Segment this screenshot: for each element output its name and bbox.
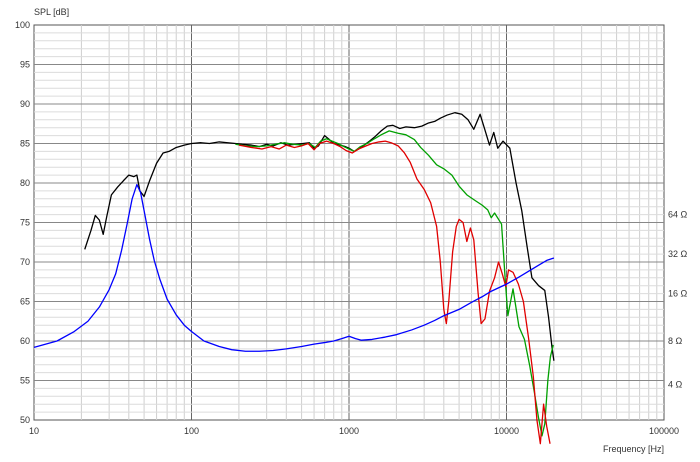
impedance-tick-label: 4 Ω (668, 379, 683, 389)
impedance-tick-label: 32 Ω (668, 249, 688, 259)
y-tick-label: 60 (20, 336, 30, 346)
series-line-3 (238, 140, 551, 445)
y-tick-label: 100 (15, 20, 30, 30)
y-tick-label: 55 (20, 376, 30, 386)
y-tick-label: 65 (20, 297, 30, 307)
y-tick-labels: 100 95 90 85 80 75 70 65 60 55 50 (15, 20, 30, 425)
y-tick-label: 75 (20, 218, 30, 228)
impedance-tick-label: 8 Ω (668, 336, 683, 346)
y-tick-label: 95 (20, 60, 30, 70)
series-layer (33, 112, 555, 445)
impedance-tick-label: 16 Ω (668, 289, 688, 299)
x-tick-label: 1000 (339, 426, 359, 436)
y-tick-label: 50 (20, 415, 30, 425)
y-tick-label: 90 (20, 99, 30, 109)
y-tick-label: 70 (20, 257, 30, 267)
x-axis-label: Frequency [Hz] (603, 444, 664, 454)
x-tick-label: 10 (29, 426, 39, 436)
x-tick-labels: 10 100 1000 10000 100000 (29, 426, 679, 436)
series-line-4 (33, 183, 555, 352)
y-tick-label: 80 (20, 178, 30, 188)
y-axis-label: SPL [dB] (34, 7, 69, 17)
y-tick-label: 85 (20, 139, 30, 149)
x-tick-label: 100 (184, 426, 199, 436)
x-tick-label: 100000 (649, 426, 679, 436)
impedance-tick-labels: 64 Ω 32 Ω 16 Ω 8 Ω 4 Ω (668, 210, 688, 390)
grid (34, 25, 664, 420)
series-line-2 (235, 130, 554, 437)
impedance-tick-label: 64 Ω (668, 210, 688, 220)
x-tick-label: 10000 (494, 426, 519, 436)
